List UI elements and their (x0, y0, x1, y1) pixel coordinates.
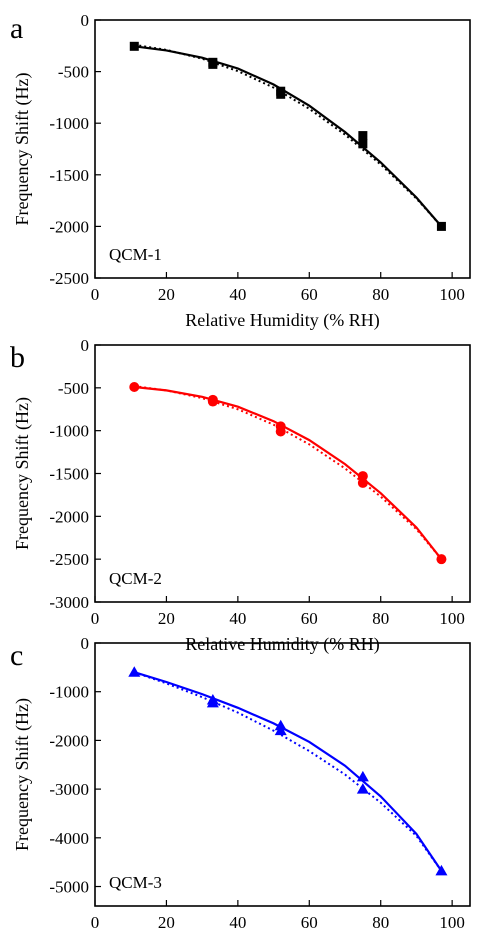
panel-a-y-tick-label: 0 (81, 11, 90, 30)
panel-c-x-tick-label: 80 (372, 913, 389, 932)
panel-c-fit-solid (133, 671, 443, 872)
panel-a-data-point (208, 59, 218, 69)
panel-b-data-point (275, 426, 286, 437)
panel-a-y-tick-label: -1500 (49, 166, 89, 185)
panel-b-x-axis-title: Relative Humidity (% RH) (185, 634, 379, 655)
panel-c-x-tick-label: 20 (158, 913, 175, 932)
panel-b-data-point (436, 554, 447, 565)
panel-c-data-point (274, 724, 287, 736)
panel-c-plot-frame (94, 642, 471, 907)
panel-c-x-tick-label: 40 (229, 913, 246, 932)
panel-b-y-tick-label: -3000 (49, 593, 89, 612)
panel-a-x-tick-label: 60 (301, 285, 318, 304)
panel-a-data-point (129, 41, 139, 51)
panel-c-x-tick-label: 100 (439, 913, 465, 932)
panel-a-fit-solid (134, 45, 443, 228)
panel-c-sensor-label: QCM-3 (109, 873, 162, 892)
panel-b-x-tick-label: 100 (439, 609, 465, 628)
panel-c-y-tick-label: -5000 (49, 878, 89, 897)
panel-b-y-tick-label: -1500 (49, 465, 89, 484)
panel-a-y-axis-title: Frequency Shift (Hz) (12, 73, 33, 226)
panel-a-x-axis-title: Relative Humidity (% RH) (185, 310, 379, 331)
panel-a-data-point (358, 131, 368, 141)
panel-c-fit-dotted (133, 671, 443, 872)
panel-b-fit-dotted (134, 385, 443, 560)
panel-b-y-tick-label: -2000 (49, 507, 89, 526)
panel-c-data-point (128, 666, 141, 677)
panel-b-x-tick-label: 80 (372, 609, 389, 628)
panel-a-x-tick-label: 20 (158, 285, 175, 304)
panel-a-x-tick-label: 80 (372, 285, 389, 304)
panel-b: 0 20 40 60 80 100 0 -500 -1000 -1500 -2000 -2500 -30… (10, 336, 471, 655)
panel-b-x-tick-label: 0 (91, 609, 100, 628)
panel-a-plot-frame (94, 19, 471, 279)
panel-c-y-tick-label: -3000 (49, 780, 89, 799)
panel-a-x-tick-label: 0 (91, 285, 100, 304)
panel-c-data-point (435, 864, 448, 876)
panel-b-y-axis-title: Frequency Shift (Hz) (12, 397, 33, 550)
panel-c-letter: c (10, 639, 23, 672)
panel-c-y-axis-title: Frequency Shift (Hz) (12, 698, 33, 851)
panel-b-y-tick-label: -500 (58, 379, 89, 398)
panel-c-x-tick-label: 0 (91, 913, 100, 932)
panel-c: 0 20 40 60 80 100 0 -1000 -2000 -3000 -4000 -5000 Fr… (10, 634, 471, 932)
panel-b-y-tick-label: -2500 (49, 550, 89, 569)
panel-c-data-point (356, 783, 369, 794)
panel-a-y-tick-label: -500 (58, 63, 89, 82)
panel-a-y-tick-label: -2500 (49, 269, 89, 288)
panel-b-y-tick-label: -1000 (49, 422, 89, 441)
panel-a: 0 20 40 60 80 100 0 -500 -1000 -1500 -2000 -2500 Fre… (10, 11, 471, 331)
panel-a-data-point (358, 139, 368, 149)
panel-a-y-tick-label: -2000 (49, 217, 89, 236)
panel-c-y-tick-label: -4000 (49, 829, 89, 848)
panel-b-data-point (207, 396, 218, 407)
panel-c-y-tick-label: -1000 (49, 683, 89, 702)
panel-c-y-tick-label: -2000 (49, 731, 89, 750)
panel-a-y-tick-label: -1000 (49, 114, 89, 133)
panel-a-letter: a (10, 12, 23, 45)
panel-b-fit-solid (134, 385, 443, 560)
panel-b-x-tick-label: 60 (301, 609, 318, 628)
panel-b-data-point (129, 381, 140, 392)
panel-c-x-tick-label: 60 (301, 913, 318, 932)
panel-c-data-point (356, 770, 369, 782)
panel-b-data-point (357, 471, 368, 482)
panel-a-fit-dotted (134, 43, 443, 228)
panel-b-sensor-label: QCM-2 (109, 569, 162, 588)
panel-a-data-point (276, 89, 286, 99)
panel-b-data-point (357, 477, 368, 488)
panel-c-data-point (206, 696, 219, 708)
panel-b-x-tick-label: 40 (229, 609, 246, 628)
panel-b-letter: b (10, 341, 25, 374)
panel-a-x-tick-label: 40 (229, 285, 246, 304)
panel-a-data-point (436, 221, 446, 231)
panel-b-x-tick-label: 20 (158, 609, 175, 628)
panel-b-y-tick-label: 0 (81, 336, 90, 355)
panel-c-y-tick-label: 0 (81, 634, 90, 653)
panel-a-sensor-label: QCM-1 (109, 245, 162, 264)
panel-b-plot-frame (94, 344, 471, 603)
panel-a-x-tick-label: 100 (439, 285, 465, 304)
